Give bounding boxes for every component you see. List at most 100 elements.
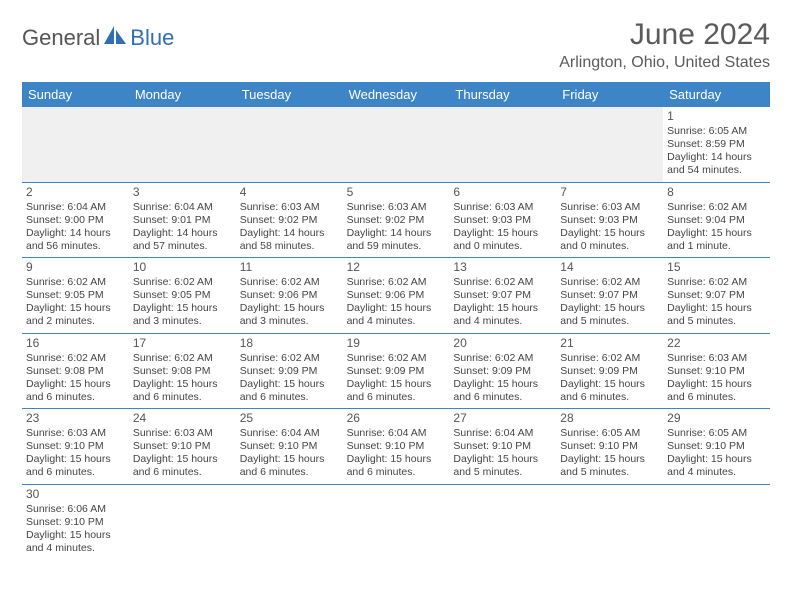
sunrise-text: Sunrise: 6:04 AM <box>240 427 339 440</box>
month-title: June 2024 <box>559 18 770 52</box>
day-number: 4 <box>240 185 339 200</box>
sunset-text: Sunset: 9:06 PM <box>347 289 446 302</box>
day-cell: 23Sunrise: 6:03 AMSunset: 9:10 PMDayligh… <box>22 409 129 484</box>
day-cell: 10Sunrise: 6:02 AMSunset: 9:05 PMDayligh… <box>129 258 236 333</box>
sunset-text: Sunset: 9:08 PM <box>133 365 232 378</box>
logo-text-blue: Blue <box>130 25 174 51</box>
week-row: 1Sunrise: 6:05 AMSunset: 8:59 PMDaylight… <box>22 107 770 183</box>
daylight-text: Daylight: 14 hours and 58 minutes. <box>240 227 339 253</box>
location-text: Arlington, Ohio, United States <box>559 54 770 72</box>
daylight-text: Daylight: 15 hours and 1 minute. <box>667 227 766 253</box>
week-row: 16Sunrise: 6:02 AMSunset: 9:08 PMDayligh… <box>22 334 770 410</box>
daylight-text: Daylight: 15 hours and 4 minutes. <box>453 302 552 328</box>
day-cell: 14Sunrise: 6:02 AMSunset: 9:07 PMDayligh… <box>556 258 663 333</box>
sunrise-text: Sunrise: 6:03 AM <box>26 427 125 440</box>
week-row: 2Sunrise: 6:04 AMSunset: 9:00 PMDaylight… <box>22 183 770 259</box>
sunrise-text: Sunrise: 6:02 AM <box>26 352 125 365</box>
sunrise-text: Sunrise: 6:03 AM <box>560 201 659 214</box>
daylight-text: Daylight: 14 hours and 54 minutes. <box>667 151 766 177</box>
day-cell <box>236 107 343 182</box>
day-number: 22 <box>667 336 766 351</box>
day-cell: 11Sunrise: 6:02 AMSunset: 9:06 PMDayligh… <box>236 258 343 333</box>
daylight-text: Daylight: 15 hours and 6 minutes. <box>560 378 659 404</box>
day-number: 27 <box>453 411 552 426</box>
daylight-text: Daylight: 15 hours and 5 minutes. <box>560 302 659 328</box>
daylight-text: Daylight: 15 hours and 2 minutes. <box>26 302 125 328</box>
day-cell <box>129 107 236 182</box>
daylight-text: Daylight: 15 hours and 5 minutes. <box>667 302 766 328</box>
day-header-tue: Tuesday <box>236 82 343 107</box>
day-header-wed: Wednesday <box>343 82 450 107</box>
day-cell: 21Sunrise: 6:02 AMSunset: 9:09 PMDayligh… <box>556 334 663 409</box>
day-cell: 7Sunrise: 6:03 AMSunset: 9:03 PMDaylight… <box>556 183 663 258</box>
day-number: 8 <box>667 185 766 200</box>
day-cell <box>22 107 129 182</box>
sunset-text: Sunset: 9:07 PM <box>453 289 552 302</box>
day-header-sat: Saturday <box>663 82 770 107</box>
day-cell: 27Sunrise: 6:04 AMSunset: 9:10 PMDayligh… <box>449 409 556 484</box>
day-number: 2 <box>26 185 125 200</box>
sunrise-text: Sunrise: 6:06 AM <box>26 503 125 516</box>
sunset-text: Sunset: 9:01 PM <box>133 214 232 227</box>
day-cell: 22Sunrise: 6:03 AMSunset: 9:10 PMDayligh… <box>663 334 770 409</box>
sunrise-text: Sunrise: 6:02 AM <box>240 352 339 365</box>
sunrise-text: Sunrise: 6:05 AM <box>667 427 766 440</box>
day-number: 21 <box>560 336 659 351</box>
sunrise-text: Sunrise: 6:04 AM <box>453 427 552 440</box>
day-number: 10 <box>133 260 232 275</box>
day-cell: 3Sunrise: 6:04 AMSunset: 9:01 PMDaylight… <box>129 183 236 258</box>
day-cell: 9Sunrise: 6:02 AMSunset: 9:05 PMDaylight… <box>22 258 129 333</box>
day-number: 11 <box>240 260 339 275</box>
sunrise-text: Sunrise: 6:02 AM <box>133 352 232 365</box>
daylight-text: Daylight: 15 hours and 6 minutes. <box>240 378 339 404</box>
sunset-text: Sunset: 9:03 PM <box>560 214 659 227</box>
sunrise-text: Sunrise: 6:05 AM <box>560 427 659 440</box>
daylight-text: Daylight: 15 hours and 5 minutes. <box>560 453 659 479</box>
day-cell <box>449 485 556 560</box>
sunset-text: Sunset: 9:00 PM <box>26 214 125 227</box>
sunrise-text: Sunrise: 6:04 AM <box>26 201 125 214</box>
sunrise-text: Sunrise: 6:02 AM <box>347 352 446 365</box>
day-cell: 2Sunrise: 6:04 AMSunset: 9:00 PMDaylight… <box>22 183 129 258</box>
sunset-text: Sunset: 9:08 PM <box>26 365 125 378</box>
sail-icon <box>102 24 128 51</box>
day-number: 19 <box>347 336 446 351</box>
daylight-text: Daylight: 15 hours and 3 minutes. <box>133 302 232 328</box>
sunset-text: Sunset: 9:04 PM <box>667 214 766 227</box>
daylight-text: Daylight: 15 hours and 6 minutes. <box>347 453 446 479</box>
sunset-text: Sunset: 9:05 PM <box>133 289 232 302</box>
daylight-text: Daylight: 14 hours and 56 minutes. <box>26 227 125 253</box>
day-header-sun: Sunday <box>22 82 129 107</box>
day-cell: 12Sunrise: 6:02 AMSunset: 9:06 PMDayligh… <box>343 258 450 333</box>
weeks-container: 1Sunrise: 6:05 AMSunset: 8:59 PMDaylight… <box>22 107 770 559</box>
logo: General Blue <box>22 24 174 51</box>
day-cell <box>449 107 556 182</box>
daylight-text: Daylight: 15 hours and 5 minutes. <box>453 453 552 479</box>
daylight-text: Daylight: 15 hours and 6 minutes. <box>26 453 125 479</box>
sunrise-text: Sunrise: 6:02 AM <box>133 276 232 289</box>
sunset-text: Sunset: 9:09 PM <box>453 365 552 378</box>
day-cell: 30Sunrise: 6:06 AMSunset: 9:10 PMDayligh… <box>22 485 129 560</box>
daylight-text: Daylight: 14 hours and 57 minutes. <box>133 227 232 253</box>
sunrise-text: Sunrise: 6:02 AM <box>453 352 552 365</box>
sunset-text: Sunset: 9:10 PM <box>133 440 232 453</box>
sunrise-text: Sunrise: 6:02 AM <box>453 276 552 289</box>
sunset-text: Sunset: 9:09 PM <box>347 365 446 378</box>
sunset-text: Sunset: 9:10 PM <box>453 440 552 453</box>
sunset-text: Sunset: 9:09 PM <box>240 365 339 378</box>
sunset-text: Sunset: 8:59 PM <box>667 138 766 151</box>
day-number: 20 <box>453 336 552 351</box>
day-cell <box>556 485 663 560</box>
day-header-row: Sunday Monday Tuesday Wednesday Thursday… <box>22 82 770 107</box>
title-block: June 2024 Arlington, Ohio, United States <box>559 18 770 72</box>
day-number: 29 <box>667 411 766 426</box>
daylight-text: Daylight: 15 hours and 6 minutes. <box>240 453 339 479</box>
sunset-text: Sunset: 9:02 PM <box>347 214 446 227</box>
day-cell: 17Sunrise: 6:02 AMSunset: 9:08 PMDayligh… <box>129 334 236 409</box>
day-cell: 19Sunrise: 6:02 AMSunset: 9:09 PMDayligh… <box>343 334 450 409</box>
day-number: 26 <box>347 411 446 426</box>
day-cell <box>556 107 663 182</box>
day-cell: 6Sunrise: 6:03 AMSunset: 9:03 PMDaylight… <box>449 183 556 258</box>
daylight-text: Daylight: 15 hours and 6 minutes. <box>133 378 232 404</box>
sunset-text: Sunset: 9:10 PM <box>26 440 125 453</box>
